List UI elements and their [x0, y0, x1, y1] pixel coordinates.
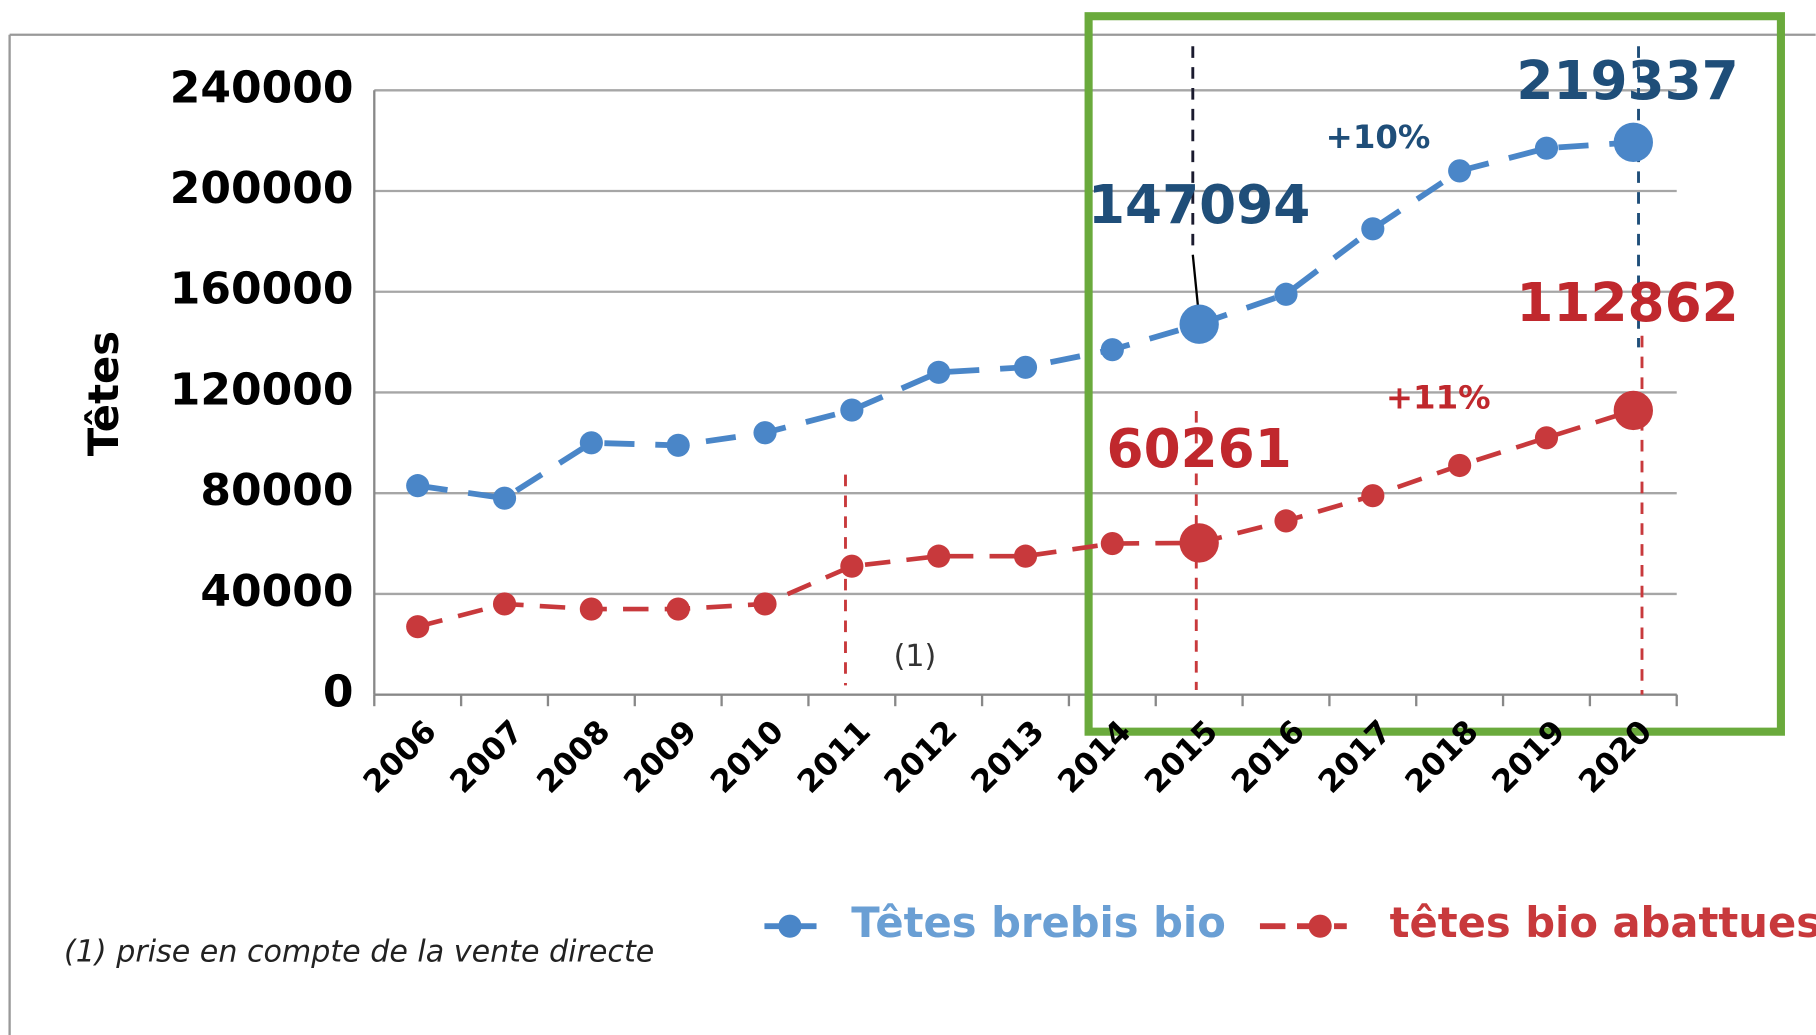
- data-point: [1179, 304, 1219, 344]
- data-point: [1013, 355, 1038, 379]
- data-point: [579, 431, 603, 455]
- data-point: [406, 474, 430, 498]
- data-point: [1100, 338, 1124, 362]
- x-tick-label: 2013: [964, 714, 1051, 801]
- grid: [373, 89, 1678, 707]
- x-tick-label: 2015: [1138, 714, 1225, 801]
- data-point: [927, 544, 951, 568]
- data-point: [1613, 122, 1653, 163]
- y-tick-label: 120000: [170, 364, 354, 415]
- data-label: 60261: [1107, 418, 1292, 480]
- data-point: [666, 597, 690, 621]
- data-point: [1274, 282, 1298, 306]
- data-point: [492, 486, 517, 510]
- y-tick-label: 240000: [170, 62, 354, 113]
- x-tick-label: 2018: [1399, 714, 1486, 801]
- x-tick-label: 2017: [1312, 714, 1399, 801]
- data-point: [1448, 453, 1472, 478]
- data-label: 147094: [1088, 174, 1310, 236]
- data-point: [1274, 509, 1298, 533]
- data-point: [1613, 390, 1653, 431]
- data-point: [1013, 544, 1038, 568]
- x-tick-label: 2011: [791, 714, 878, 801]
- data-point: [406, 615, 430, 639]
- annotation: (1): [894, 639, 937, 674]
- y-tick-label: 160000: [170, 264, 354, 315]
- data-label: 112862: [1516, 272, 1738, 334]
- annotation: +11%: [1386, 378, 1491, 416]
- highlight-box: [1084, 12, 1785, 736]
- x-tick-label: 2007: [443, 714, 530, 801]
- data-point: [1100, 531, 1124, 556]
- data-point: [1179, 523, 1219, 563]
- data-point: [492, 592, 517, 616]
- data-point: [753, 592, 777, 616]
- data-point: [840, 398, 864, 422]
- data-point: [666, 433, 690, 457]
- legend-marker: [1308, 914, 1332, 938]
- legend-marker: [778, 914, 802, 938]
- data-point: [840, 554, 864, 578]
- y-tick-label: 200000: [170, 163, 354, 214]
- y-tick-label: 40000: [200, 566, 353, 617]
- y-axis-label: Têtes: [79, 331, 128, 456]
- legend-label: Têtes brebis bio: [851, 898, 1226, 947]
- reference-lines: [844, 46, 1644, 695]
- x-tick-label: 2006: [357, 714, 444, 801]
- data-point: [579, 597, 603, 621]
- x-tick-label: 2020: [1572, 714, 1659, 801]
- x-tick-label: 2019: [1485, 714, 1572, 801]
- x-tick-label: 2014: [1051, 714, 1138, 801]
- data-point: [1361, 484, 1385, 508]
- x-tick-label: 2016: [1225, 714, 1312, 801]
- y-tick-label: 0: [323, 667, 354, 718]
- x-tick-label: 2012: [878, 714, 965, 801]
- data-point: [1534, 426, 1559, 450]
- data-point: [753, 421, 777, 445]
- data-point: [1534, 136, 1559, 160]
- y-tick-label: 80000: [200, 465, 353, 516]
- footnote: (1) prise en compte de la vente directe: [64, 934, 654, 969]
- data-point: [1361, 217, 1385, 241]
- data-point: [927, 360, 951, 384]
- data-point: [1448, 159, 1472, 183]
- annotation: +10%: [1326, 118, 1431, 156]
- x-tick-label: 2010: [704, 714, 791, 801]
- x-tick-label: 2008: [530, 714, 617, 801]
- data-label: 219337: [1516, 50, 1738, 112]
- x-tick-label: 2009: [617, 714, 704, 801]
- legend-label: têtes bio abattues: [1390, 898, 1816, 947]
